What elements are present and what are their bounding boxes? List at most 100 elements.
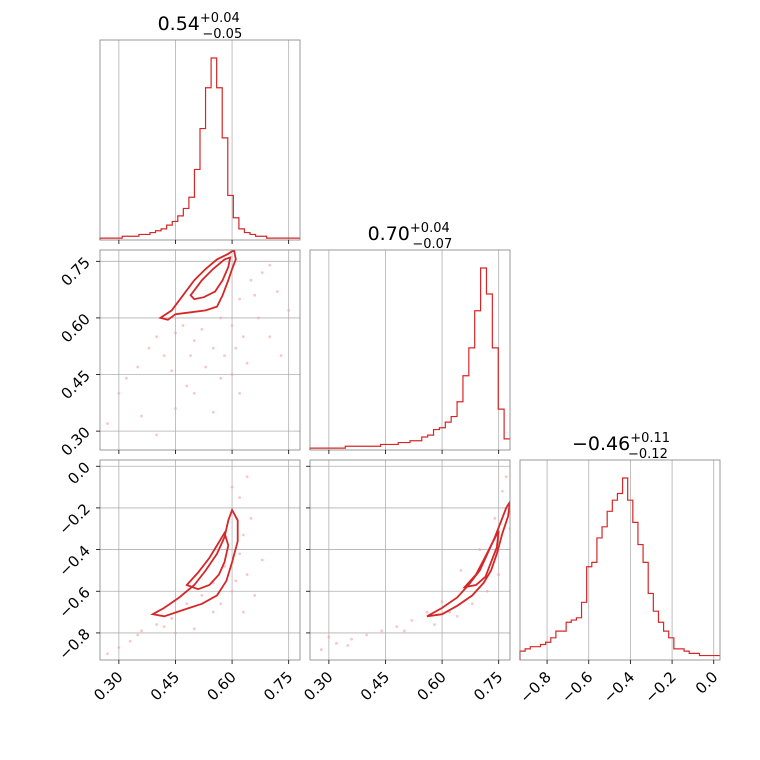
sample-point: [106, 422, 109, 425]
title-upper-error: +0.11: [630, 431, 670, 446]
scatter-panel-1-2: 0.30 0.45 0.60 0.75: [300, 459, 511, 704]
sample-point: [219, 602, 223, 606]
sample-point: [470, 602, 474, 606]
x-tick-label: 0.75: [470, 668, 506, 704]
sample-point: [230, 589, 234, 593]
y-tick-label: −0.4: [55, 542, 93, 580]
x-tick-label: 0.60: [203, 668, 239, 704]
sample-point: [268, 263, 272, 267]
sample-point: [230, 324, 234, 327]
sample-point: [155, 623, 159, 626]
sample-point: [170, 369, 174, 373]
y-tick-label: 0.75: [57, 253, 93, 289]
sample-point: [174, 631, 177, 635]
contour-outer: [426, 501, 510, 618]
sample-point: [260, 558, 264, 562]
x-tick-label: 0.60: [413, 668, 449, 704]
sample-point: [238, 391, 242, 395]
sample-point: [319, 648, 323, 651]
sample-point: [241, 610, 245, 614]
sample-point: [478, 548, 482, 551]
sample-point: [147, 346, 151, 350]
sample-point: [238, 552, 242, 556]
sample-point: [346, 644, 350, 647]
x-tick-label: −0.2: [641, 668, 679, 706]
sample-point: [106, 652, 109, 656]
sample-point: [170, 616, 174, 620]
histogram-panel-1: 0.70+0.04−0.07: [309, 221, 511, 454]
sample-point: [234, 346, 238, 350]
sample-point: [189, 354, 192, 358]
sample-point: [125, 376, 128, 380]
panel-frame: [519, 459, 721, 661]
sample-point: [380, 629, 384, 633]
sample-point: [327, 635, 331, 639]
scatter-panel-0-2: 0.30 0.45 0.60 0.75 −0.8 −0.6−0.4 −0.2 0.0: [55, 458, 301, 704]
sample-point: [211, 610, 215, 614]
sample-point: [433, 623, 436, 626]
title-median: 0.70: [368, 223, 410, 245]
scatter-panel-0-1: 0.30 0.45 0.60 0.75: [57, 249, 301, 460]
sample-point: [140, 629, 143, 633]
contour-inner: [462, 530, 500, 589]
sample-point: [268, 335, 272, 339]
sample-point: [185, 384, 189, 388]
x-tick-label: −0.8: [516, 668, 554, 706]
panel-frame: [309, 459, 511, 661]
param-title-2: −0.46+0.11: [572, 431, 670, 455]
x-tick-label: 0.45: [357, 668, 393, 704]
sample-point: [117, 646, 121, 649]
sample-point: [249, 278, 253, 282]
sample-point: [117, 391, 121, 395]
x-tick-label: 0.30: [90, 668, 126, 704]
y-tick-label: 0.45: [57, 367, 93, 403]
histogram-step-0: [99, 57, 300, 240]
panel-frame: [99, 459, 301, 661]
x-tick-label: −0.4: [600, 668, 638, 706]
sample-point: [230, 485, 234, 489]
sample-point: [455, 614, 459, 618]
sample-point: [211, 346, 215, 350]
sample-point: [245, 361, 249, 365]
sample-point: [238, 297, 242, 301]
x-tick-label: 0.30: [300, 668, 336, 704]
y-tick-label: −0.6: [55, 583, 93, 621]
sample-point: [185, 602, 189, 606]
sample-point: [140, 414, 143, 418]
sample-point: [365, 633, 369, 637]
y-tick-label: −0.2: [55, 500, 93, 538]
title-upper-error: +0.04: [410, 221, 450, 236]
histogram-step-2: [519, 477, 720, 660]
sample-point: [211, 410, 215, 414]
x-tick-label: −0.6: [558, 668, 596, 706]
sample-point: [249, 516, 253, 520]
sample-point: [395, 625, 399, 629]
contour-inner: [185, 530, 230, 591]
title-median: 0.54: [158, 13, 200, 35]
sample-point: [155, 335, 159, 339]
sample-point: [350, 637, 353, 641]
panel-frame: [99, 249, 301, 451]
histogram-panel-2: −0.8 −0.6 −0.4 −0.2 0.0 −0.46+0.11−0.12: [516, 431, 721, 707]
sample-point: [245, 475, 249, 479]
x-tick-label: 0.75: [260, 668, 296, 704]
sample-point: [204, 365, 208, 369]
sample-point: [192, 339, 196, 342]
y-tick-label: −0.8: [55, 625, 93, 663]
y-tick-label: 0.30: [57, 423, 93, 459]
sample-point: [219, 376, 223, 380]
sample-point: [287, 308, 291, 312]
sample-point: [253, 293, 257, 297]
x-tick-label: 0.45: [147, 668, 183, 704]
sample-point: [174, 407, 177, 410]
sample-point: [238, 496, 242, 499]
y-tick-label: 0.60: [57, 310, 93, 346]
sample-point: [260, 271, 264, 275]
sample-point: [279, 354, 283, 358]
histogram-panel-0: 0.54+0.04−0.05: [99, 11, 301, 244]
sample-point: [136, 365, 140, 369]
panel-frame: [99, 39, 301, 241]
sample-point: [410, 619, 414, 622]
sample-point: [230, 373, 234, 376]
